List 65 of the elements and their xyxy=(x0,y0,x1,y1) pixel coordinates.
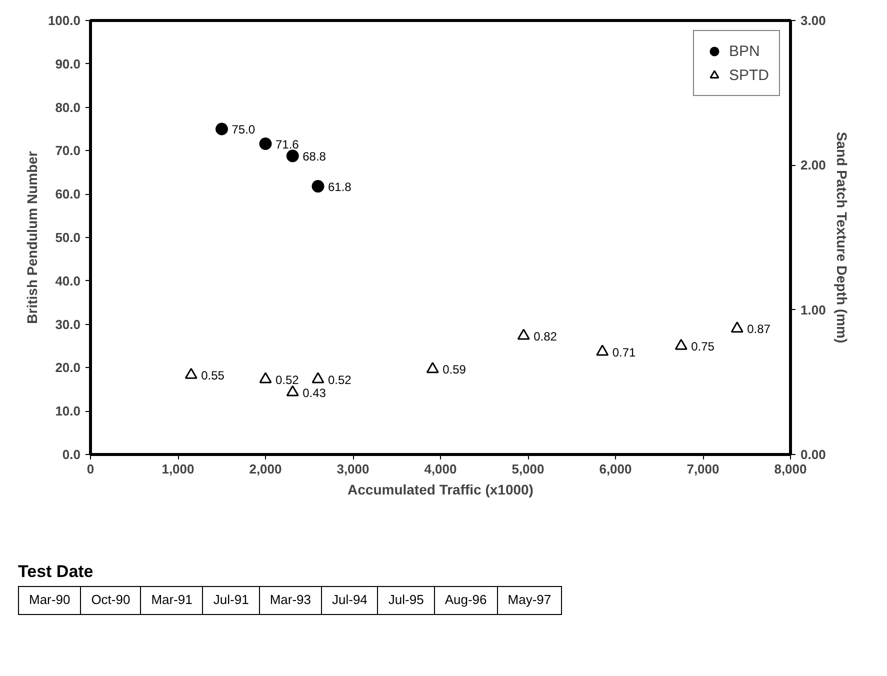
point xyxy=(730,322,744,333)
point xyxy=(517,328,530,340)
text: Jul-91 xyxy=(202,586,260,614)
x-tick-label: 1,000 xyxy=(162,462,194,476)
text: Mar-91 xyxy=(140,586,203,614)
x-tick-label: 6,000 xyxy=(599,462,632,476)
y2-tick-label: 3.00 xyxy=(800,13,826,28)
text: Jul-95 xyxy=(378,586,434,614)
x-tick-label: 7,000 xyxy=(686,462,720,476)
point xyxy=(426,362,439,374)
y-tick-label: 60.0 xyxy=(55,186,81,202)
point xyxy=(312,180,324,193)
x-tick-label: 5,000 xyxy=(512,462,544,476)
y-tick-label: 30.0 xyxy=(55,316,81,332)
x-tick-label: 8,000 xyxy=(774,462,807,476)
y2-axis-title: Sand Patch Texture Depth (mm) xyxy=(834,132,850,344)
data-label: 61.8 xyxy=(328,180,352,194)
data-label: 0.52 xyxy=(328,372,352,387)
data-label: 75.0 xyxy=(232,122,256,136)
y-tick-label: 100.0 xyxy=(48,13,81,28)
data-label: 0.75 xyxy=(691,340,715,354)
y-tick-label: 90.0 xyxy=(55,56,81,72)
point xyxy=(286,385,299,396)
y-tick-label: 10.0 xyxy=(55,404,81,419)
y2-tick-label: 2.00 xyxy=(800,158,826,173)
data-label: 71.6 xyxy=(276,137,300,152)
legend-label: BPN xyxy=(728,42,760,60)
text: May-97 xyxy=(497,586,562,614)
data-label: 0.87 xyxy=(747,322,771,336)
point xyxy=(286,150,299,162)
data-label: 0.59 xyxy=(442,362,466,377)
x-axis-title: Accumulated Traffic (x1000) xyxy=(348,482,534,498)
y2-tick-label: 1.00 xyxy=(800,302,826,318)
text: Mar-93 xyxy=(259,586,322,614)
y-tick-label: 50.0 xyxy=(55,230,81,245)
point xyxy=(259,372,272,384)
x-tick-label: 0 xyxy=(86,462,94,476)
text: Aug-96 xyxy=(434,586,498,614)
point xyxy=(312,372,324,384)
point xyxy=(259,138,272,150)
y-tick-label: 80.0 xyxy=(55,100,81,115)
legend-label: SPTD xyxy=(728,66,769,84)
y-tick-label: 20.0 xyxy=(55,360,81,376)
data-label: 0.52 xyxy=(276,372,300,387)
point xyxy=(674,338,688,350)
y2-tick-label: 0.00 xyxy=(800,447,826,462)
point xyxy=(216,122,228,136)
text: Test Date xyxy=(18,561,94,583)
y-tick-label: 0.0 xyxy=(62,447,81,462)
text: Oct-90 xyxy=(80,586,141,614)
y-axis-title: British Pendulum Number xyxy=(24,150,40,324)
y-tick-label: 40.0 xyxy=(55,273,81,288)
data-label: 0.55 xyxy=(201,368,225,382)
point xyxy=(596,344,609,356)
data-label: 0.43 xyxy=(302,386,326,400)
text: Jul-94 xyxy=(322,586,378,614)
data-label: 0.82 xyxy=(534,329,558,344)
data-label: 68.8 xyxy=(302,149,326,164)
point xyxy=(184,368,198,379)
text: Mar-90 xyxy=(18,586,81,614)
data-label: 0.71 xyxy=(612,345,636,360)
x-tick-label: 2,000 xyxy=(249,462,282,476)
x-tick-label: 3,000 xyxy=(336,462,370,476)
x-tick-label: 4,000 xyxy=(424,462,457,476)
y-tick-label: 70.0 xyxy=(55,143,81,158)
